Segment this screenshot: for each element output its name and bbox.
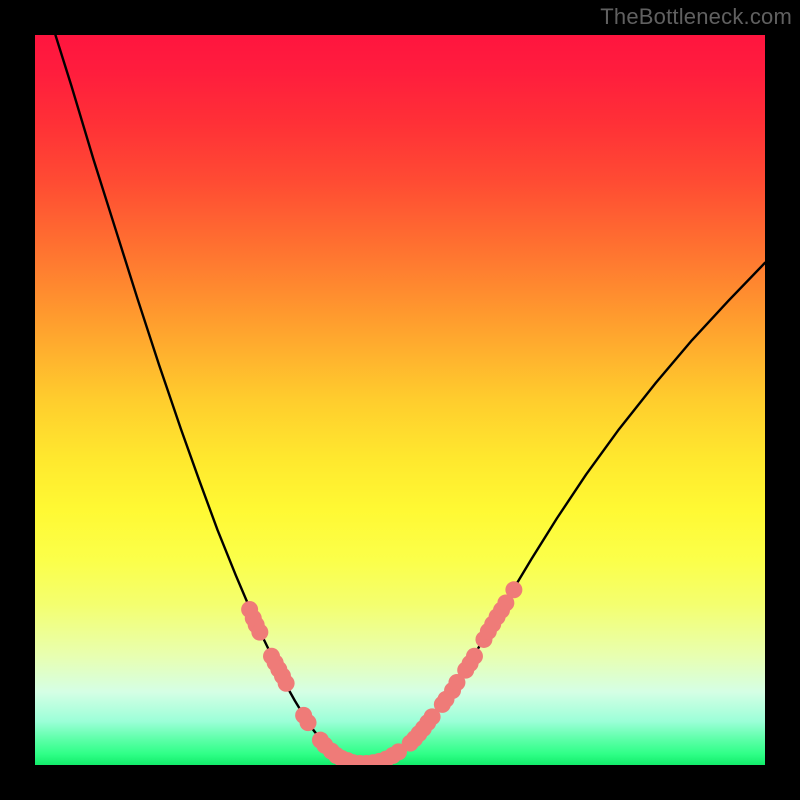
data-marker (300, 714, 317, 731)
watermark-text: TheBottleneck.com (600, 4, 792, 30)
chart-background (35, 35, 765, 765)
data-marker (466, 648, 483, 665)
data-marker (505, 581, 522, 598)
data-marker (278, 675, 295, 692)
chart-area (35, 35, 765, 765)
data-marker (251, 624, 268, 641)
chart-svg (35, 35, 765, 765)
